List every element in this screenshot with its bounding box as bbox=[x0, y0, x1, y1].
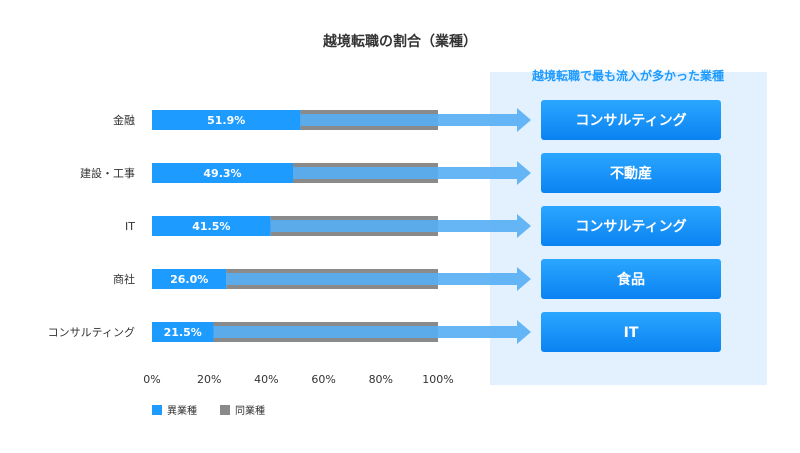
bar-segment-other-industry bbox=[152, 269, 227, 289]
category-label: コンサルティング bbox=[48, 325, 135, 339]
destination-box bbox=[541, 259, 721, 299]
x-tick-label: 100% bbox=[422, 373, 453, 386]
flow-arrow bbox=[213, 320, 532, 344]
legend-swatch-other-industry bbox=[152, 405, 162, 415]
destination-label: IT bbox=[624, 325, 639, 341]
data-label: 26.0% bbox=[170, 273, 208, 286]
flow-arrow bbox=[226, 267, 532, 291]
x-tick-label: 80% bbox=[369, 373, 393, 386]
flow-arrow bbox=[300, 108, 531, 132]
bar-segment-other-industry bbox=[152, 110, 301, 130]
legend-label-same-industry: 同業種 bbox=[235, 404, 265, 417]
flow-arrow bbox=[270, 214, 531, 238]
flow-arrow bbox=[292, 161, 531, 185]
destination-label: 不動産 bbox=[610, 165, 652, 182]
bar-segment-other-industry bbox=[152, 163, 293, 183]
destination-label: コンサルティング bbox=[575, 112, 686, 129]
category-label: 建設・工事 bbox=[80, 166, 135, 180]
data-label: 21.5% bbox=[164, 326, 202, 339]
x-tick-label: 40% bbox=[254, 373, 278, 386]
x-tick-label: 0% bbox=[143, 373, 160, 386]
category-label: 商社 bbox=[113, 272, 135, 286]
data-label: 41.5% bbox=[192, 220, 230, 233]
legend-label-other-industry: 異業種 bbox=[167, 404, 197, 417]
destination-label: コンサルティング bbox=[575, 218, 686, 235]
data-label: 49.3% bbox=[203, 167, 241, 180]
destination-box bbox=[541, 153, 721, 193]
destination-label: 食品 bbox=[617, 271, 645, 288]
data-label: 51.9% bbox=[207, 114, 245, 127]
destination-box bbox=[541, 100, 721, 140]
legend-swatch-same-industry bbox=[220, 405, 230, 415]
x-tick-label: 60% bbox=[311, 373, 335, 386]
category-label: IT bbox=[125, 220, 135, 233]
x-tick-label: 20% bbox=[197, 373, 221, 386]
destination-box bbox=[541, 312, 721, 352]
bar-segment-other-industry bbox=[152, 322, 214, 342]
panel-title: 越境転職で最も流入が多かった業種 bbox=[531, 68, 724, 83]
category-label: 金融 bbox=[113, 113, 135, 127]
chart-title: 越境転職の割合（業種） bbox=[322, 33, 477, 50]
destination-box bbox=[541, 206, 721, 246]
bar-segment-other-industry bbox=[152, 216, 271, 236]
